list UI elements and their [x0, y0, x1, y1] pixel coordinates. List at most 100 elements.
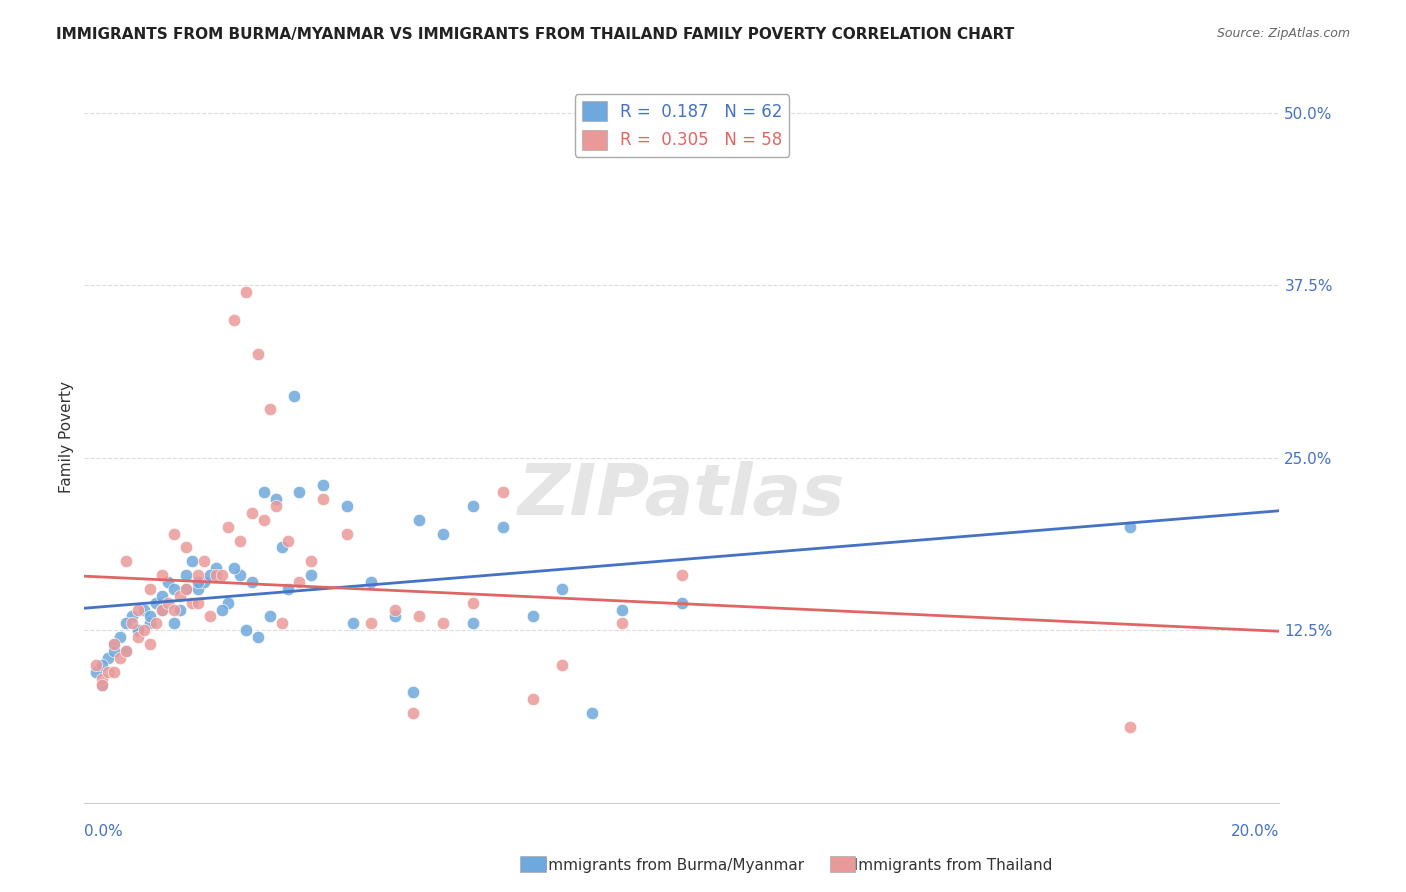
Point [127, 630, 149, 644]
Point [432, 526, 454, 541]
Point [301, 568, 323, 582]
Point [187, 582, 209, 596]
Point [408, 513, 430, 527]
Point [127, 602, 149, 616]
Point [432, 616, 454, 631]
Point [217, 596, 239, 610]
Point [163, 602, 186, 616]
Point [342, 616, 364, 631]
Point [336, 526, 359, 541]
Point [150, 602, 173, 616]
Point [198, 568, 221, 582]
Point [228, 533, 252, 548]
Text: Source: ZipAtlas.com: Source: ZipAtlas.com [1216, 27, 1350, 40]
Point [127, 624, 149, 638]
Text: 0.0%: 0.0% [84, 823, 124, 838]
Point [288, 574, 311, 589]
Point [115, 644, 138, 658]
Point [277, 533, 299, 548]
Point [115, 616, 138, 631]
Legend: R =  0.187   N = 62, R =  0.305   N = 58: R = 0.187 N = 62, R = 0.305 N = 58 [575, 95, 789, 157]
Point [240, 506, 263, 520]
Point [222, 561, 245, 575]
Point [671, 596, 693, 610]
Point [91, 657, 114, 672]
Point [610, 616, 633, 631]
Point [360, 574, 382, 589]
Point [180, 596, 204, 610]
Point [253, 513, 276, 527]
Point [139, 582, 162, 596]
Text: Immigrants from Burma/Myanmar: Immigrants from Burma/Myanmar [534, 858, 804, 872]
Point [384, 609, 406, 624]
Point [169, 602, 191, 616]
Point [150, 602, 173, 616]
Point [270, 616, 292, 631]
Point [205, 561, 228, 575]
Y-axis label: Family Poverty: Family Poverty [59, 381, 75, 493]
Point [551, 582, 574, 596]
Text: ZIPatlas: ZIPatlas [519, 461, 845, 530]
Point [522, 692, 544, 706]
Point [132, 624, 156, 638]
Point [240, 574, 263, 589]
Point [103, 637, 125, 651]
Point [150, 568, 173, 582]
Text: Immigrants from Thailand: Immigrants from Thailand [844, 858, 1052, 872]
Point [461, 616, 484, 631]
Point [103, 665, 125, 679]
Point [235, 624, 257, 638]
Point [121, 609, 143, 624]
Point [145, 616, 167, 631]
Point [259, 402, 281, 417]
Point [187, 568, 209, 582]
Point [253, 485, 276, 500]
Point [312, 492, 335, 507]
Point [246, 630, 269, 644]
Point [270, 541, 292, 555]
Point [97, 665, 120, 679]
Point [91, 678, 114, 692]
Point [157, 574, 180, 589]
Point [211, 568, 233, 582]
Point [461, 596, 484, 610]
Point [163, 616, 186, 631]
Point [408, 609, 430, 624]
Point [384, 602, 406, 616]
Point [610, 602, 633, 616]
Point [103, 637, 125, 651]
Point [264, 499, 287, 513]
Point [193, 554, 215, 568]
Point [235, 285, 257, 300]
Point [121, 616, 143, 631]
Point [492, 520, 515, 534]
Point [301, 554, 323, 568]
Point [461, 499, 484, 513]
Point [312, 478, 335, 492]
Point [157, 596, 180, 610]
Point [132, 602, 156, 616]
Point [402, 706, 425, 720]
Point [522, 609, 544, 624]
Point [139, 616, 162, 631]
Point [115, 644, 138, 658]
Point [163, 526, 186, 541]
Point [145, 596, 167, 610]
Point [283, 389, 305, 403]
Point [127, 624, 149, 638]
Point [246, 347, 269, 361]
Point [187, 596, 209, 610]
Point [115, 554, 138, 568]
Point [91, 678, 114, 692]
Point [259, 609, 281, 624]
Point [174, 582, 197, 596]
Point [288, 485, 311, 500]
Point [222, 312, 245, 326]
Point [97, 651, 120, 665]
Point [91, 672, 114, 686]
Point [103, 644, 125, 658]
Point [1119, 520, 1142, 534]
Point [174, 541, 197, 555]
Point [180, 554, 204, 568]
Point [671, 568, 693, 582]
